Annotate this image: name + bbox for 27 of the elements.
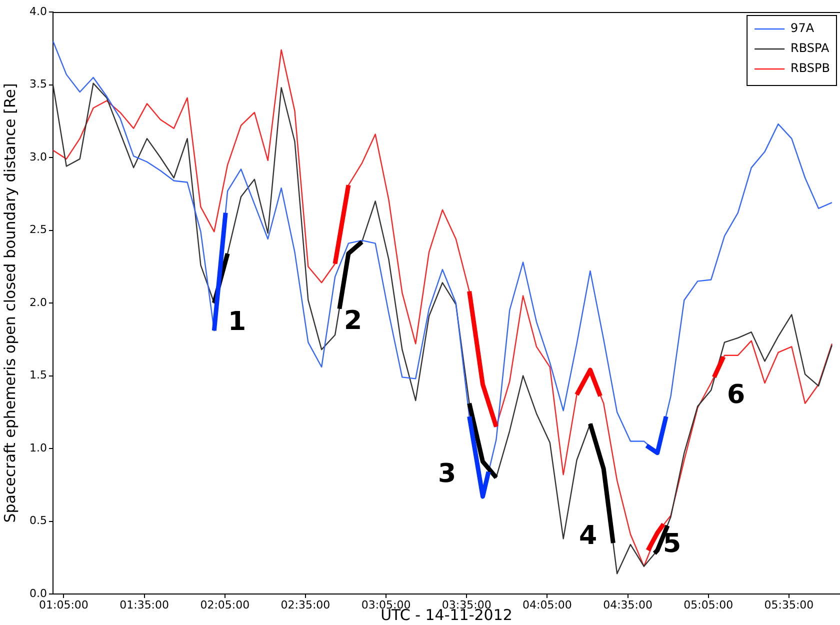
annotation: 6 bbox=[726, 380, 746, 410]
x-tick-label: 02:05:00 bbox=[200, 598, 250, 612]
x-tick-label: 04:05:00 bbox=[522, 598, 572, 612]
y-tick-label: 2.5 bbox=[30, 223, 47, 236]
y-tick-label: 0.5 bbox=[30, 514, 47, 528]
y-tick-label: 4.0 bbox=[30, 4, 47, 18]
annotation: 4 bbox=[578, 520, 598, 551]
legend-label: RBSPB bbox=[790, 61, 830, 76]
x-tick-label: 04:35:00 bbox=[603, 598, 652, 612]
annotation: 5 bbox=[662, 528, 682, 559]
y-tick-label: 1.0 bbox=[30, 441, 47, 454]
y-tick-label: 1.5 bbox=[30, 368, 47, 382]
x-tick-label: 01:05:00 bbox=[39, 598, 88, 612]
y-tick-label: 3.0 bbox=[30, 150, 47, 164]
y-tick-label: 3.5 bbox=[30, 78, 47, 91]
annotation: 2 bbox=[344, 306, 362, 336]
annotation: 1 bbox=[228, 306, 246, 337]
y-tick-label: 0.0 bbox=[30, 586, 47, 600]
y-axis-title: Spacecraft ephemeris open closed boundary distance [Re] bbox=[0, 83, 19, 523]
x-tick-label: 02:35:00 bbox=[280, 598, 330, 612]
legend-label: 97A bbox=[790, 21, 815, 36]
x-tick-label: 01:35:00 bbox=[120, 598, 170, 612]
y-tick-label: 2.0 bbox=[30, 296, 47, 309]
x-tick-label: 05:35:00 bbox=[764, 598, 814, 612]
annotation: 3 bbox=[438, 458, 456, 489]
x-tick-label: 05:05:00 bbox=[684, 598, 734, 612]
legend-label: RBSPA bbox=[790, 41, 830, 56]
